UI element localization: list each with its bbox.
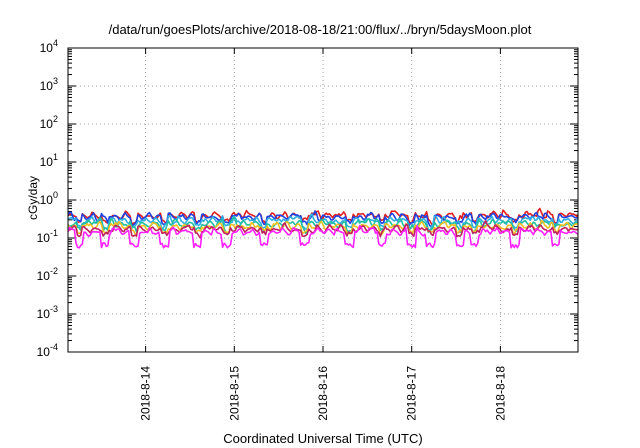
series-line (67, 219, 579, 237)
series-line (67, 207, 579, 227)
x-tick-label: 2018-8-15 (227, 366, 241, 421)
plot-frame (67, 47, 579, 353)
y-tick-label: 10-3 (37, 304, 58, 321)
series-line (67, 210, 579, 228)
y-tick-label: 104 (40, 38, 58, 55)
y-tick-label: 103 (40, 76, 58, 93)
y-tick-label: 10-1 (37, 228, 58, 245)
x-tick-label: 2018-8-16 (316, 366, 330, 421)
x-tick-label: 2018-8-14 (139, 366, 153, 421)
x-axis-label: Coordinated Universal Time (UTC) (223, 431, 423, 446)
y-tick-label: 101 (40, 152, 58, 169)
y-tick-label: 10-4 (37, 342, 58, 359)
x-tick-label: 2018-8-17 (405, 366, 419, 421)
y-tick-label: 10-2 (37, 266, 58, 283)
y-tick-label: 102 (40, 114, 58, 131)
x-tick-label: 2018-8-18 (493, 366, 507, 421)
series-line (67, 224, 579, 249)
chart-title: /data/run/goesPlots/archive/2018-08-18/2… (108, 22, 532, 37)
y-tick-label: 100 (40, 190, 58, 207)
